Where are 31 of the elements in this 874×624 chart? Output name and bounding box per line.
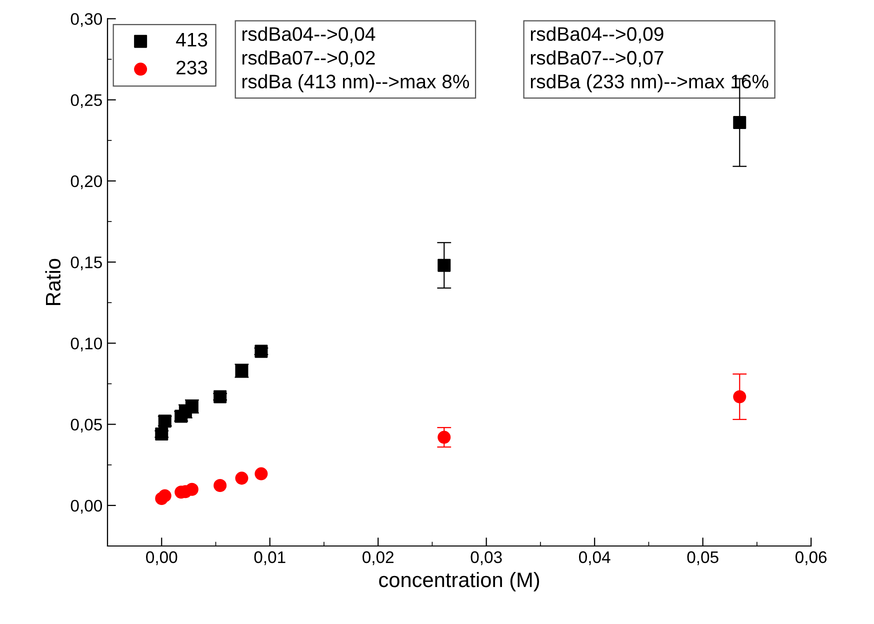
point — [254, 344, 268, 358]
point — [214, 478, 227, 492]
x-tick-label: 0,01 — [254, 551, 286, 566]
point — [214, 390, 227, 404]
x-tick-label: 0,05 — [687, 551, 718, 566]
point — [438, 258, 451, 272]
legend-label: 413 — [176, 32, 208, 47]
legend-label: 233 — [176, 60, 208, 74]
point — [185, 482, 198, 496]
y-tick-label: 0,25 — [70, 94, 102, 108]
x-axis-title: concentration (M) — [379, 572, 540, 592]
point — [733, 390, 746, 404]
annotation: rsdBa04-->0,04 rsdBa07-->0,02 rsdBa (413 nm)-->max 8% — [242, 26, 470, 92]
y-tick-label: 0,30 — [70, 13, 102, 27]
x-tick-label: 0,02 — [362, 551, 394, 566]
x-tick-label: 0,06 — [796, 551, 827, 566]
x-tick-label: 0,04 — [579, 551, 610, 566]
x-tick-label: 0,03 — [470, 551, 502, 566]
point — [158, 489, 172, 502]
point — [235, 472, 248, 485]
point — [254, 467, 268, 480]
point — [155, 428, 168, 441]
y-tick-label: 0,20 — [70, 175, 102, 190]
y-tick-label: 0,10 — [70, 338, 102, 352]
point — [733, 116, 746, 130]
point — [438, 430, 451, 444]
x-tick-label: 0,00 — [146, 551, 178, 566]
y-tick-label: 0,05 — [70, 418, 102, 432]
y-tick-label: 0,15 — [70, 256, 102, 270]
y-tick-label: 0,00 — [70, 500, 102, 514]
y-axis-title: Ratio — [45, 258, 61, 305]
